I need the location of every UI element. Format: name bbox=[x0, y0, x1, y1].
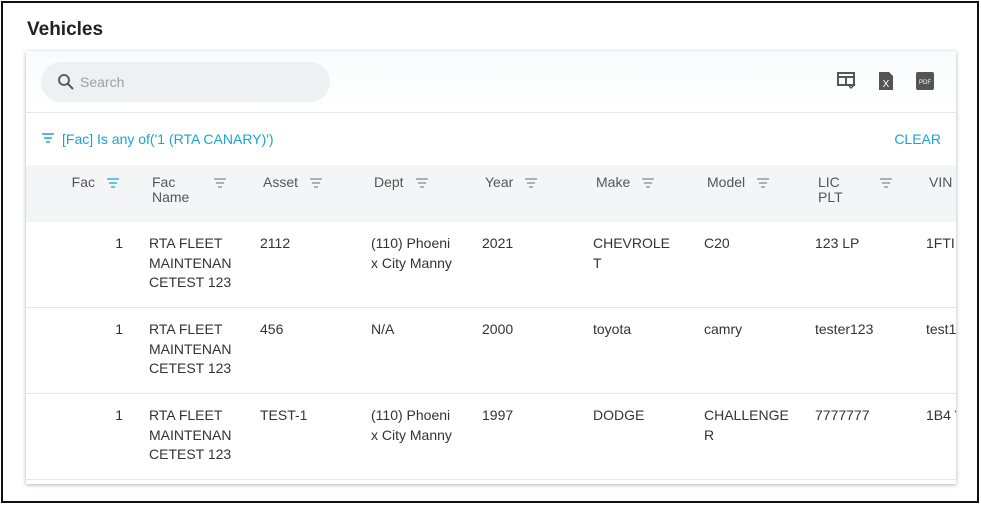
table-cell: (110) Phoenix City Manny bbox=[371, 235, 452, 271]
table-cell: 456 bbox=[260, 321, 284, 337]
table-cell: RTA FLEET MAINTENANCETEST 123 bbox=[149, 407, 232, 462]
column-header-label: Dept bbox=[374, 174, 404, 190]
column-filter-icon[interactable] bbox=[757, 178, 770, 188]
table-cell: CHALLENGER bbox=[704, 407, 789, 443]
filter-icon bbox=[42, 133, 54, 143]
table-cell: 2021 bbox=[482, 235, 514, 251]
search-icon bbox=[58, 74, 74, 90]
column-header[interactable]: Model bbox=[696, 165, 807, 222]
column-filter-icon[interactable] bbox=[415, 178, 428, 188]
column-header-label: Year bbox=[485, 174, 514, 190]
table-cell: 123 LP bbox=[815, 235, 860, 251]
table-cell: 1 bbox=[115, 321, 123, 337]
pdf-export-icon[interactable]: PDF bbox=[916, 72, 934, 90]
excel-export-icon[interactable]: X bbox=[878, 71, 894, 91]
column-header-label: Model bbox=[707, 174, 746, 190]
column-filter-icon[interactable] bbox=[310, 178, 323, 188]
column-header-label: VIN bbox=[929, 174, 953, 190]
table-header: Fac Fac Name Asset Dept Year Make Model LIC PLT… bbox=[26, 165, 956, 222]
column-header[interactable]: VIN bbox=[918, 165, 956, 222]
column-header[interactable]: Make bbox=[585, 165, 696, 222]
table-body: 1 RTA FLEET MAINTENANCETEST 123 2112 (110) … bbox=[26, 222, 956, 480]
column-header-label: Asset bbox=[263, 174, 299, 190]
table-cell: tester123 bbox=[815, 321, 874, 337]
table-row[interactable]: 1 RTA FLEET MAINTENANCETEST 123 456 N/A 2000… bbox=[26, 308, 956, 394]
search-placeholder: Search bbox=[80, 74, 125, 90]
column-header-label: LIC PLT bbox=[818, 174, 843, 205]
column-header-label: Fac Name bbox=[152, 174, 190, 205]
table-cell: test1 bbox=[926, 321, 956, 337]
table-cell: 7777777 bbox=[815, 407, 870, 423]
column-filter-icon[interactable] bbox=[214, 178, 226, 188]
table-cell: CHEVROLET bbox=[593, 235, 671, 271]
column-header[interactable]: Asset bbox=[252, 165, 363, 222]
column-header[interactable]: Year bbox=[474, 165, 585, 222]
table-card: Search X PDF [Fac] Is any of('1 (RTA CAN… bbox=[26, 51, 956, 484]
table-cell: N/A bbox=[371, 321, 395, 337]
column-filter-icon[interactable] bbox=[107, 178, 119, 188]
column-header[interactable]: Dept bbox=[363, 165, 474, 222]
column-filter-icon[interactable] bbox=[525, 178, 538, 188]
table-cell: 2112 bbox=[260, 235, 291, 251]
column-header[interactable]: Fac Name bbox=[141, 165, 252, 222]
column-filter-icon[interactable] bbox=[642, 178, 655, 188]
svg-text:PDF: PDF bbox=[919, 80, 931, 86]
search-box[interactable]: Search bbox=[41, 62, 330, 102]
table-cell: 1 bbox=[115, 407, 123, 423]
filter-text[interactable]: [Fac] Is any of('1 (RTA CANARY)') bbox=[62, 131, 274, 147]
column-header[interactable]: Fac bbox=[26, 165, 141, 222]
column-header-label: Make bbox=[596, 174, 631, 190]
table-cell: RTA FLEET MAINTENANCETEST 123 bbox=[149, 321, 232, 376]
column-header[interactable]: LIC PLT bbox=[807, 165, 918, 222]
svg-text:X: X bbox=[883, 79, 890, 90]
filter-bar: [Fac] Is any of('1 (RTA CANARY)') CLEAR bbox=[26, 113, 956, 165]
column-chooser-icon[interactable] bbox=[837, 72, 857, 90]
table-cell: 1FTI FDH bbox=[926, 235, 956, 251]
table-row[interactable]: 1 RTA FLEET MAINTENANCETEST 123 TEST-1 (110… bbox=[26, 394, 956, 480]
table-cell: RTA FLEET MAINTENANCETEST 123 bbox=[149, 235, 232, 290]
column-filter-icon[interactable] bbox=[880, 178, 892, 188]
table-cell: toyota bbox=[593, 321, 632, 337]
table-cell: TEST-1 bbox=[260, 407, 308, 423]
table-cell: (110) Phoenix City Manny bbox=[371, 407, 452, 443]
table-cell: camry bbox=[704, 321, 743, 337]
clear-filter-button[interactable]: CLEAR bbox=[894, 131, 941, 147]
table-cell: 1B4 VB3 bbox=[926, 407, 956, 423]
table-cell: 2000 bbox=[482, 321, 514, 337]
toolbar: Search X PDF bbox=[26, 51, 956, 113]
table-cell: 1997 bbox=[482, 407, 514, 423]
table-cell: 1 bbox=[115, 235, 123, 251]
page-title: Vehicles bbox=[27, 19, 104, 40]
table-row[interactable]: 1 RTA FLEET MAINTENANCETEST 123 2112 (110) … bbox=[26, 222, 956, 308]
table-cell: C20 bbox=[704, 235, 730, 251]
column-header-label: Fac bbox=[71, 174, 95, 190]
table-cell: DODGE bbox=[593, 407, 645, 423]
